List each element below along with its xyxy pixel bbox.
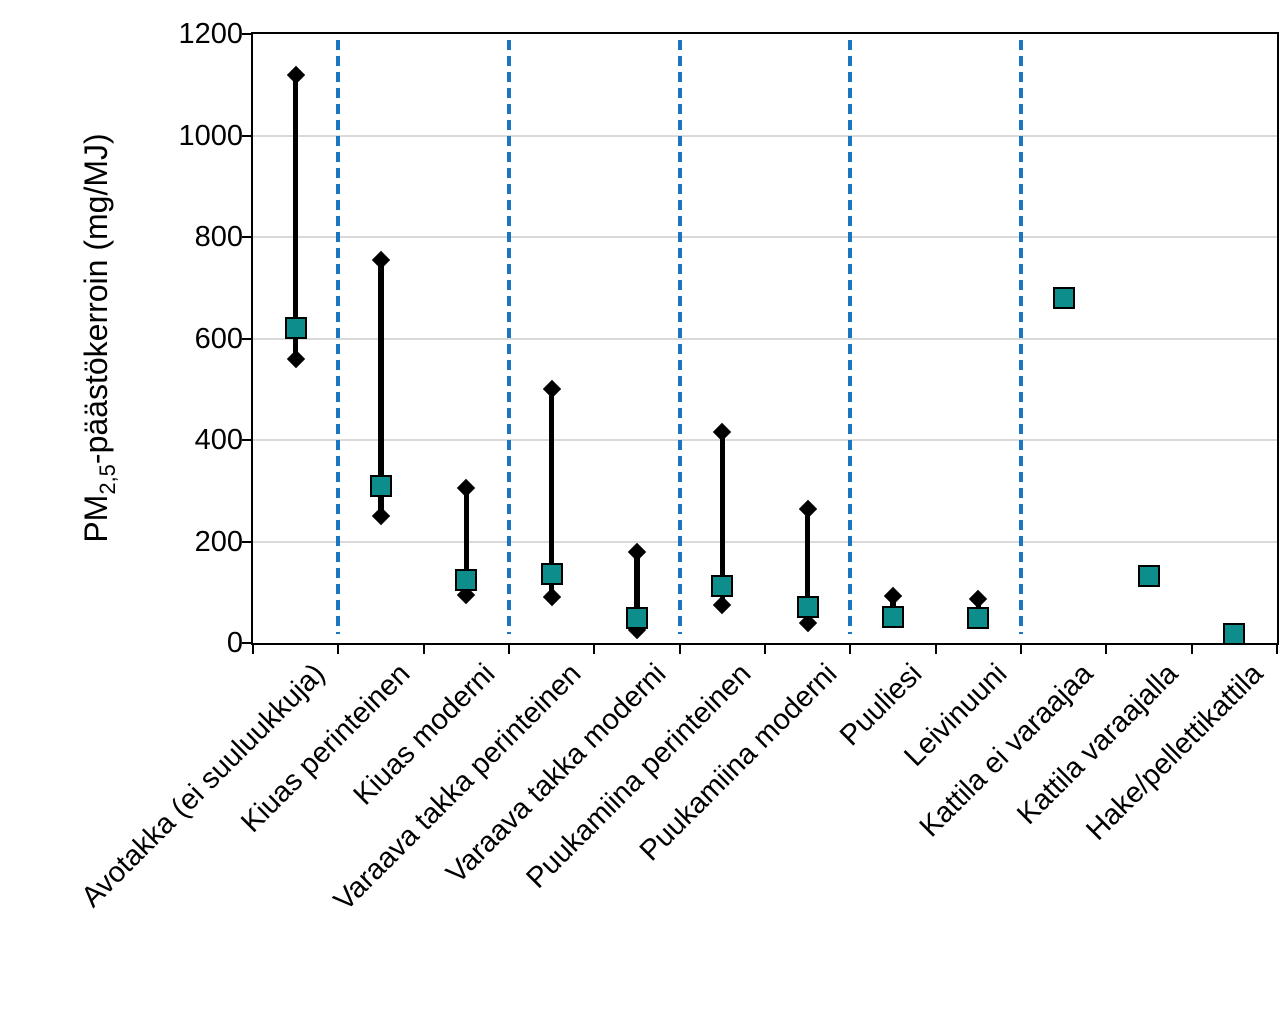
y-axis-tick-label: 1200 — [178, 18, 243, 50]
x-axis-tick — [934, 645, 937, 654]
group-separator-dashed-line — [848, 40, 853, 634]
gridline — [253, 337, 1277, 340]
range-whisker — [548, 389, 555, 598]
range-whisker — [463, 488, 470, 595]
y-axis-tick-label: 0 — [226, 627, 243, 659]
mean-marker-square — [284, 317, 307, 340]
mean-marker-square — [540, 563, 563, 586]
group-separator-dashed-line — [336, 40, 341, 634]
x-axis-tick — [337, 645, 340, 654]
group-separator-dashed-line — [507, 40, 511, 634]
range-whisker — [378, 259, 384, 517]
mean-marker-square — [1052, 286, 1075, 309]
y-axis-tick — [242, 337, 251, 340]
mean-marker-square — [967, 607, 990, 630]
y-axis-tick-label: 600 — [194, 322, 243, 355]
y-axis-tick — [242, 33, 251, 35]
x-axis-tick — [593, 645, 596, 654]
y-axis-title-prefix: PM — [78, 494, 114, 543]
mean-marker-square — [626, 606, 648, 629]
x-axis-tick — [678, 645, 681, 654]
mean-marker-square — [370, 474, 392, 497]
gridline — [253, 439, 1277, 441]
gridline — [253, 236, 1277, 238]
x-axis-tick — [849, 645, 852, 654]
mean-marker-square — [796, 596, 819, 619]
x-axis-tick — [508, 645, 510, 654]
x-axis-tick — [252, 645, 254, 654]
y-axis-title: PM2,5-päästökerroin (mg/MJ) — [76, 0, 120, 688]
x-axis-tick — [1020, 645, 1022, 654]
y-axis-tick — [242, 236, 251, 238]
range-whisker — [804, 508, 811, 623]
y-axis-title-suffix: -päästökerroin (mg/MJ) — [78, 133, 114, 465]
x-axis-tick — [1105, 645, 1108, 654]
y-axis-tick — [242, 540, 251, 543]
y-axis-tick-label: 1000 — [178, 119, 243, 152]
mean-marker-square — [711, 575, 734, 598]
x-axis-tick — [764, 645, 766, 654]
group-separator-dashed-line — [1019, 40, 1023, 634]
mean-marker-square — [882, 605, 904, 628]
y-axis-title-subscript: 2,5 — [95, 464, 120, 495]
mean-marker-square — [1223, 622, 1246, 645]
mean-marker-square — [455, 568, 478, 591]
x-axis-tick — [1190, 645, 1193, 654]
gridline — [253, 540, 1277, 543]
y-axis-tick-label: 800 — [194, 221, 243, 253]
range-whisker — [634, 551, 640, 631]
y-axis-tick — [242, 134, 251, 137]
y-axis-tick-label: 400 — [194, 424, 243, 456]
plot-area-border — [251, 32, 1279, 645]
x-axis-tick — [422, 645, 425, 654]
y-axis-tick-label: 200 — [194, 525, 243, 558]
x-axis-tick — [1276, 645, 1278, 654]
range-whisker — [719, 432, 726, 605]
y-axis-tick — [242, 642, 251, 644]
y-axis-tick — [242, 439, 251, 441]
gridline — [253, 134, 1277, 137]
range-whisker — [292, 74, 299, 359]
group-separator-dashed-line — [677, 40, 682, 634]
mean-marker-square — [1138, 565, 1160, 587]
